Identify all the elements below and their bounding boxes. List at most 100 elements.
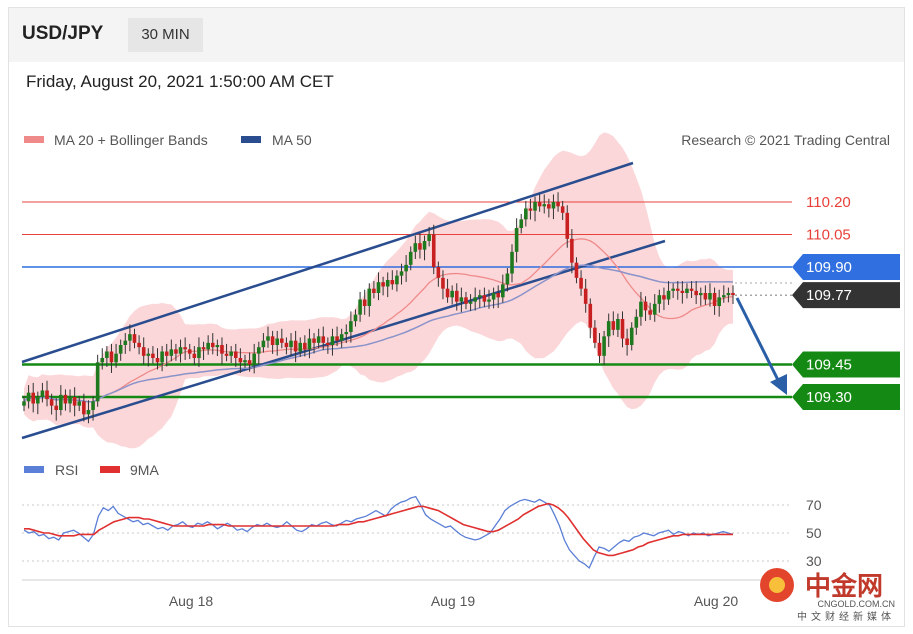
candle: [54, 398, 59, 421]
candle-body: [118, 345, 123, 354]
candle: [82, 393, 86, 422]
candle-body: [284, 342, 289, 348]
watermark-brand: 中金网: [805, 571, 883, 602]
candle-body: [123, 340, 128, 345]
candle: [141, 337, 146, 365]
candle: [307, 328, 312, 359]
candle: [86, 400, 91, 424]
candle: [49, 393, 54, 415]
candle: [680, 281, 685, 304]
level-label-109.77: 109.77: [806, 287, 852, 304]
x-tick-label: Aug 20: [694, 593, 739, 609]
candle-body: [280, 338, 284, 343]
level-tag-109.45: [792, 351, 900, 378]
candle: [675, 281, 680, 300]
candle-body: [533, 202, 537, 211]
candle-body: [164, 351, 169, 356]
candle: [109, 343, 114, 373]
forecast-arrow-shaft: [735, 297, 781, 383]
candle: [312, 333, 316, 354]
candle: [164, 343, 169, 367]
candle-body: [487, 299, 491, 302]
candle-body: [639, 301, 643, 317]
candle-body: [22, 401, 26, 406]
candle: [45, 380, 49, 407]
candle-body: [634, 316, 639, 328]
ma9-legend-swatch: [100, 466, 120, 473]
candle: [220, 337, 224, 365]
candle-body: [40, 390, 45, 397]
candle: [602, 330, 606, 365]
candle-body: [169, 349, 174, 356]
candle-body: [413, 243, 418, 252]
candle-body: [289, 340, 293, 348]
candle-body: [731, 293, 735, 296]
candle-body: [450, 290, 454, 298]
candle-body: [685, 288, 689, 293]
candle-body: [620, 319, 625, 339]
candle: [247, 352, 252, 372]
candle-body: [501, 284, 505, 298]
candle: [298, 337, 303, 357]
candle-body: [224, 353, 229, 356]
candle-body: [326, 342, 330, 345]
candle-body: [441, 277, 445, 289]
candle: [238, 348, 243, 373]
candle: [206, 335, 210, 355]
level-label-109.30: 109.30: [806, 389, 852, 406]
candle: [560, 200, 565, 220]
candle: [353, 309, 358, 327]
candle-body: [698, 293, 703, 296]
candle: [385, 272, 390, 298]
candle: [280, 328, 284, 349]
x-axis-ticks: Aug 18 Aug 19 Aug 20: [169, 593, 739, 609]
candle: [59, 385, 63, 416]
ma20-legend-label: MA 20 + Bollinger Bands: [54, 132, 208, 148]
candle-body: [726, 293, 731, 296]
symbol-title: USD/JPY: [22, 23, 104, 44]
forecast-arrowhead: [770, 374, 787, 395]
candle: [261, 333, 266, 353]
candle: [77, 395, 82, 412]
candle: [648, 302, 652, 321]
candle-body: [160, 351, 164, 363]
candle-body: [220, 345, 224, 354]
candle: [491, 287, 496, 309]
candle: [698, 287, 703, 306]
ma50-legend-swatch: [241, 136, 261, 143]
candle: [703, 285, 708, 305]
channel-upper-line: [21, 161, 634, 364]
candle-body: [547, 204, 551, 209]
candle-body: [316, 336, 321, 343]
candle-body: [201, 347, 206, 350]
ma20-line: [23, 238, 734, 403]
candle: [31, 382, 36, 413]
candle-body: [422, 241, 427, 250]
candle-body: [648, 310, 652, 315]
candle-body: [372, 288, 376, 293]
candle: [151, 346, 155, 364]
candle-body: [197, 347, 201, 358]
candle-body: [63, 394, 68, 404]
candle-body: [496, 293, 501, 298]
level-label-109.90: 109.90: [806, 259, 852, 276]
candle: [289, 333, 293, 357]
cngold-watermark: 中金网 CNGOLD.COM.CN 中文财经新媒体: [760, 568, 895, 623]
candle: [344, 324, 349, 344]
candle-body: [54, 405, 59, 410]
candle: [256, 341, 261, 365]
moving-averages: [23, 238, 734, 403]
timeframe-button[interactable]: 30 MIN: [128, 18, 203, 52]
candle-body: [36, 397, 40, 404]
candle: [579, 270, 583, 296]
candle-body: [31, 392, 36, 404]
candle: [358, 291, 362, 322]
candle: [390, 270, 395, 290]
candle-body: [174, 349, 178, 354]
candle-body: [293, 340, 298, 352]
rsi-level-label-50: 50: [806, 525, 822, 541]
candle-body: [100, 358, 105, 363]
candle-body: [114, 353, 118, 363]
candle-body: [339, 334, 344, 341]
